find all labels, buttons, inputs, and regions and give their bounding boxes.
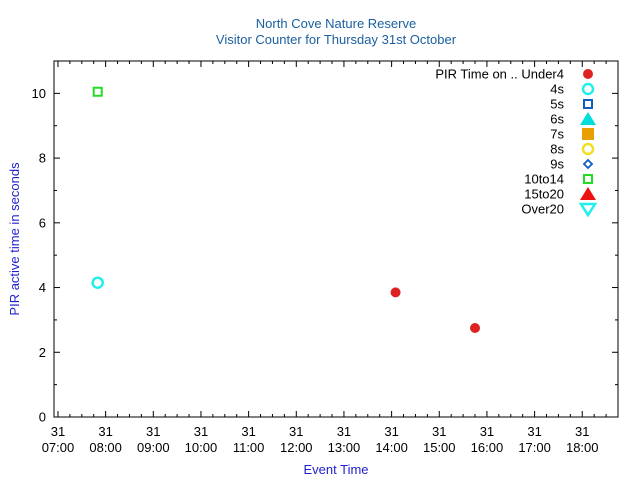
x-tick-time-label: 11:00 [233, 440, 265, 455]
legend-label: Over20 [521, 202, 564, 217]
x-tick-time-label: 09:00 [137, 440, 170, 455]
x-tick-day-label: 31 [51, 424, 65, 439]
legend-marker-8s [581, 142, 595, 156]
y-axis: 0 2 4 6 8 10 [32, 86, 618, 425]
data-point-10to14 [92, 86, 103, 97]
x-tick-time-label: 17:00 [518, 440, 551, 455]
legend-marker-4s [581, 82, 595, 96]
x-tick-day-label: 31 [194, 424, 208, 439]
data-point-under4 [390, 287, 401, 298]
legend-marker-10to14 [583, 174, 593, 184]
legend-label: 5s [550, 97, 564, 112]
x-tick-time-label: 15:00 [423, 440, 456, 455]
legend-marker-under4 [583, 69, 593, 79]
x-axis-label: Event Time [303, 462, 368, 477]
y-tick-label: 2 [39, 345, 46, 360]
x-tick-day-label: 31 [146, 424, 160, 439]
chart-subtitle: Visitor Counter for Thursday 31st Octobe… [216, 32, 457, 47]
legend-marker-5s [583, 99, 593, 109]
x-tick-time-label: 07:00 [42, 440, 75, 455]
x-tick-day-label: 31 [289, 424, 303, 439]
x-tick-time-label: 18:00 [566, 440, 599, 455]
x-tick-time-label: 13:00 [328, 440, 361, 455]
data-points [91, 86, 481, 333]
chart-title: North Cove Nature Reserve [256, 16, 416, 31]
y-tick-label: 8 [39, 151, 46, 166]
x-tick-day-label: 31 [432, 424, 446, 439]
x-tick-time-label: 12:00 [280, 440, 313, 455]
y-axis-label: PIR active time in seconds [7, 162, 22, 316]
y-tick-label: 6 [39, 215, 46, 230]
legend: PIR Time on .. Under44s5s6s7s8s9s10to141… [435, 67, 598, 218]
y-tick-label: 4 [39, 280, 46, 295]
x-tick-day-label: 31 [527, 424, 541, 439]
x-tick-day-label: 31 [98, 424, 112, 439]
data-point-4s [91, 276, 104, 289]
legend-label: 4s [550, 82, 564, 97]
y-tick-label: 0 [39, 410, 46, 425]
legend-marker-9s [582, 158, 594, 170]
legend-marker-over20 [578, 202, 598, 218]
legend-label: 15to20 [524, 187, 564, 202]
legend-label: 10to14 [524, 172, 564, 187]
x-tick-day-label: 31 [384, 424, 398, 439]
x-tick-time-label: 08:00 [89, 440, 122, 455]
legend-label: 8s [550, 142, 564, 157]
legend-marker-15to20 [580, 187, 596, 200]
x-tick-day-label: 31 [337, 424, 351, 439]
legend-label: PIR Time on .. Under4 [435, 67, 564, 82]
legend-label: 6s [550, 112, 564, 127]
legend-label: 7s [550, 127, 564, 142]
legend-label: 9s [550, 157, 564, 172]
x-tick-time-label: 14:00 [375, 440, 408, 455]
data-point-under4 [470, 323, 481, 333]
x-tick-day-label: 31 [480, 424, 494, 439]
legend-marker-6s [580, 112, 596, 125]
x-tick-time-label: 10:00 [185, 440, 218, 455]
x-axis: 3107:003108:003109:003110:003111:003112:… [42, 61, 619, 455]
plot-area-border [53, 60, 619, 418]
y-tick-label: 10 [32, 86, 46, 101]
x-tick-time-label: 16:00 [471, 440, 504, 455]
x-tick-day-label: 31 [241, 424, 255, 439]
x-tick-day-label: 31 [575, 424, 589, 439]
legend-marker-7s [582, 128, 594, 140]
